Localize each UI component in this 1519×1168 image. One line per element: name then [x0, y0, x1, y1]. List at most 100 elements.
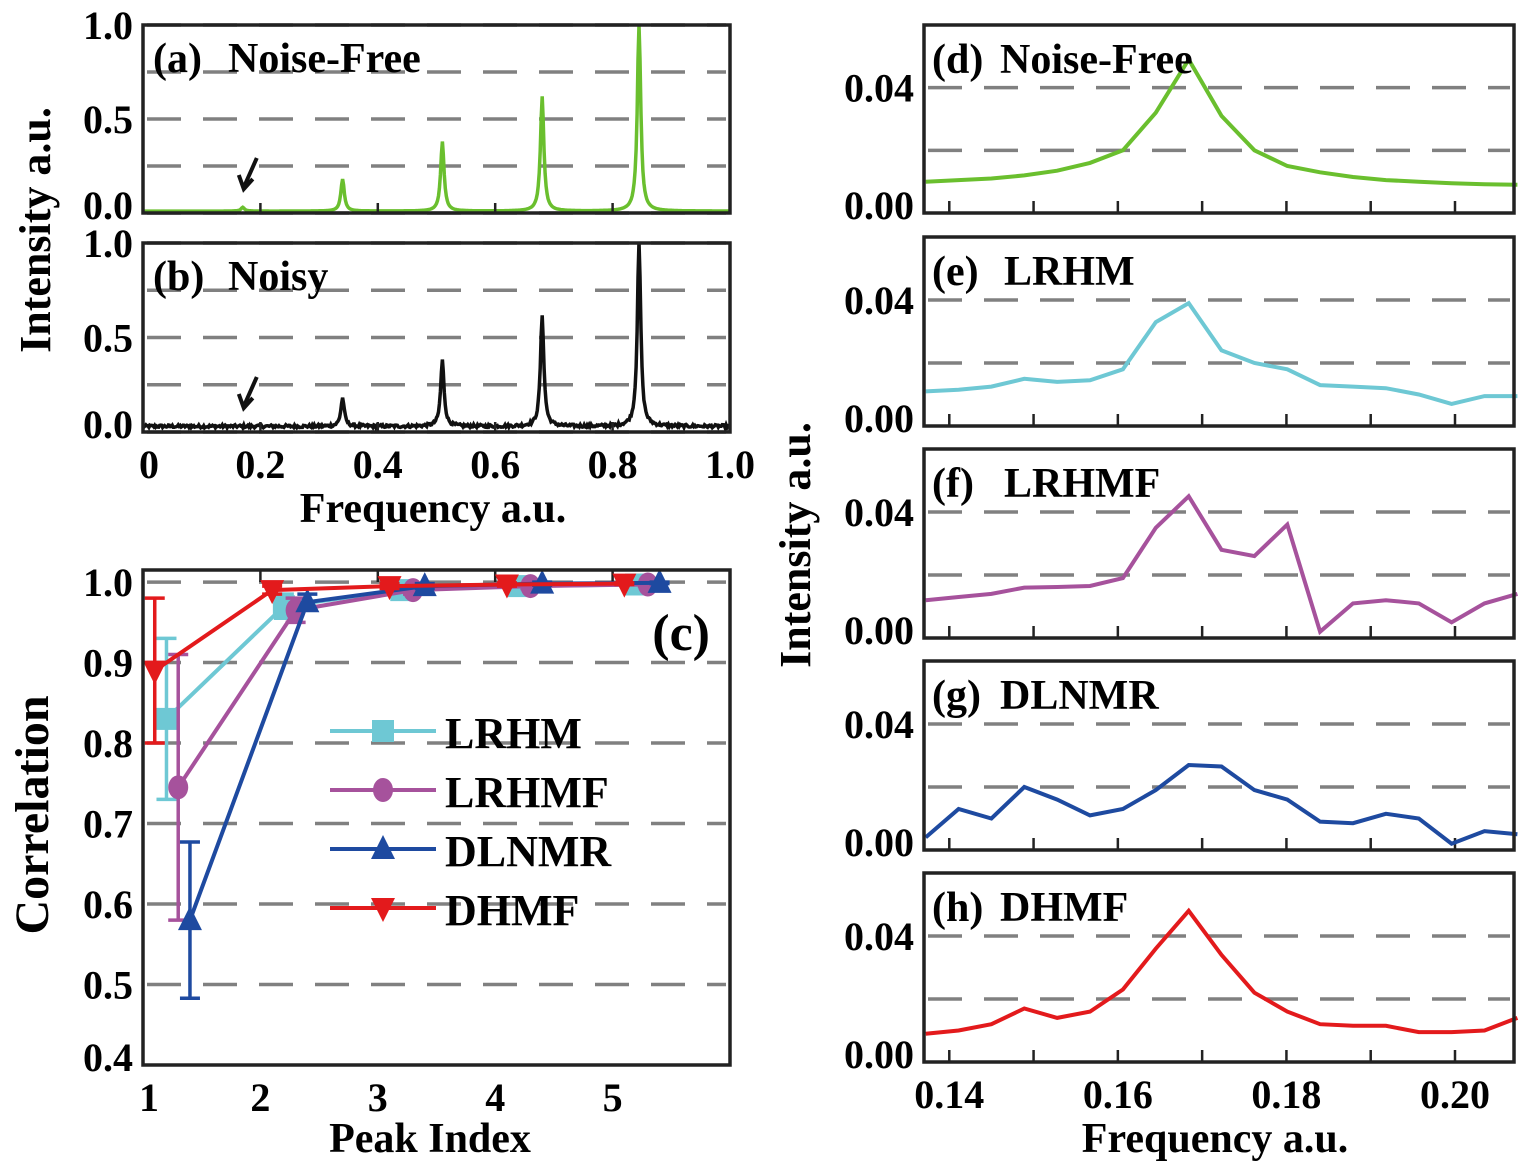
panel-title: DHMF [1000, 885, 1128, 931]
spectrum-line [924, 762, 1518, 846]
xtick-label: 0.20 [1420, 1072, 1490, 1117]
spectrum-line [925, 300, 1518, 406]
xtick-label: 2 [250, 1075, 270, 1120]
xtick-label: 0.6 [470, 442, 520, 487]
xtick-label: 1.0 [705, 442, 755, 487]
ytick-label: 0.00 [844, 183, 914, 228]
ytick-label: 0.04 [844, 490, 914, 535]
panel-e: 0.00 0.04 (e) LRHM [844, 235, 1518, 441]
marker-triangle-down [142, 660, 167, 685]
ytick-label: 0.04 [844, 278, 914, 323]
plot-frame [141, 241, 732, 434]
ytick-label: 0.00 [844, 608, 914, 653]
ytick-label: 0.04 [844, 914, 914, 959]
panel-c: LRHM LRHMF DLNMR DHMF 0.4 0.5 0.6 0.7 0.8 0.9 1.0 1… [83, 560, 732, 1120]
panel-label: (g) [932, 673, 981, 719]
ytick-label: 0.6 [83, 882, 133, 927]
panel-a: 0.0 0.5 1.0 (a) Noise-Free [83, 3, 732, 228]
panel-b: 0.0 0.5 1.0 (b) Noisy 0 0.2 0.4 0.6 0.8 1.0 [83, 221, 755, 487]
arrow-icon [236, 376, 259, 412]
xtick-label: 0.14 [914, 1072, 984, 1117]
xtick-label: 0.18 [1251, 1072, 1321, 1117]
xtick-label: 0.2 [235, 442, 285, 487]
marker-triangle-down [377, 576, 402, 601]
b-xlabel: Frequency a.u. [300, 486, 566, 532]
ytick-label: 0.04 [844, 702, 914, 747]
panel-title: DLNMR [1000, 673, 1159, 719]
spectrum-line [141, 241, 731, 433]
series-lrhm [155, 573, 648, 802]
ytick-label: 0.5 [83, 97, 133, 142]
ytick-label: 0.9 [83, 641, 133, 686]
ytick-label: 0.0 [83, 183, 133, 228]
marker-triangle-up [647, 568, 672, 593]
panel-title: LRHMF [1004, 461, 1160, 507]
ytick-label: 0.7 [83, 802, 133, 847]
marker-square [372, 720, 394, 742]
xtick-label: 1 [139, 1075, 159, 1120]
panel-title: LRHM [1004, 249, 1135, 295]
panel-title: Noisy [228, 254, 328, 300]
xtick-label: 0 [139, 442, 159, 487]
panel-g: 0.00 0.04 (g) DLNMR [844, 659, 1518, 865]
xtick-label: 0.8 [588, 442, 638, 487]
ytick-label: 0.5 [83, 316, 133, 361]
xtick-label: 4 [485, 1075, 505, 1120]
legend-label: LRHMF [445, 768, 609, 817]
h-xlabel: Frequency a.u. [1082, 1116, 1348, 1162]
ytick-label: 0.00 [844, 396, 914, 441]
spectrum-line [143, 24, 730, 213]
xtick-label: 0.4 [353, 442, 403, 487]
ytick-label: 0.5 [83, 963, 133, 1008]
marker-triangle-up [295, 588, 320, 613]
panel-label: (a) [153, 36, 202, 82]
panel-label: (f) [932, 461, 974, 507]
ytick-label: 0.00 [844, 1032, 914, 1077]
ytick-label: 1.0 [83, 560, 133, 605]
left-ylabel: Intensity a.u. [11, 107, 60, 353]
marker-circle [373, 778, 393, 802]
spectrum-line [925, 55, 1518, 187]
ytick-label: 0.8 [83, 721, 133, 766]
series-dhmf [142, 573, 637, 745]
plot-frame [922, 23, 1516, 215]
c-xlabel: Peak Index [329, 1116, 531, 1162]
marker-triangle-down [371, 898, 395, 922]
xtick-label: 0.16 [1083, 1072, 1153, 1117]
panel-label: (c) [652, 605, 710, 662]
marker-triangle-up [177, 906, 202, 931]
legend-label: DLNMR [445, 827, 612, 876]
panel-label: (b) [153, 254, 204, 300]
panel-label: (h) [932, 885, 983, 931]
ytick-label: 1.0 [83, 3, 133, 48]
marker-square [155, 707, 178, 730]
marker-triangle-down [260, 580, 285, 605]
marker-triangle-down [612, 573, 637, 598]
right-ylabel: Intensity a.u. [771, 422, 820, 668]
marker-triangle-down [494, 574, 519, 599]
panel-title: Noise-Free [228, 36, 421, 82]
marker-triangle-up [530, 569, 555, 594]
c-ylabel: Correlation [6, 695, 59, 934]
ytick-label: 1.0 [83, 221, 133, 266]
panel-title: Noise-Free [1000, 37, 1193, 83]
panel-f: 0.00 0.04 (f) LRHMF [844, 447, 1518, 653]
arrow-icon [236, 157, 259, 193]
ytick-label: 0.0 [83, 402, 133, 447]
spectrum-line [925, 907, 1519, 1036]
plot-frame [922, 447, 1516, 640]
plot-frame [922, 235, 1516, 428]
marker-circle [168, 775, 189, 800]
legend-label: LRHM [445, 709, 582, 758]
spectrum-line [925, 493, 1518, 636]
ytick-label: 0.04 [844, 66, 914, 111]
marker-triangle-up [371, 835, 395, 859]
legend-label: DHMF [445, 886, 579, 935]
ytick-label: 0.00 [844, 820, 914, 865]
xtick-label: 3 [368, 1075, 388, 1120]
ytick-label: 0.4 [83, 1035, 133, 1080]
panel-label: (d) [932, 37, 983, 83]
plot-frame [922, 659, 1516, 852]
panel-label: (e) [932, 249, 979, 295]
